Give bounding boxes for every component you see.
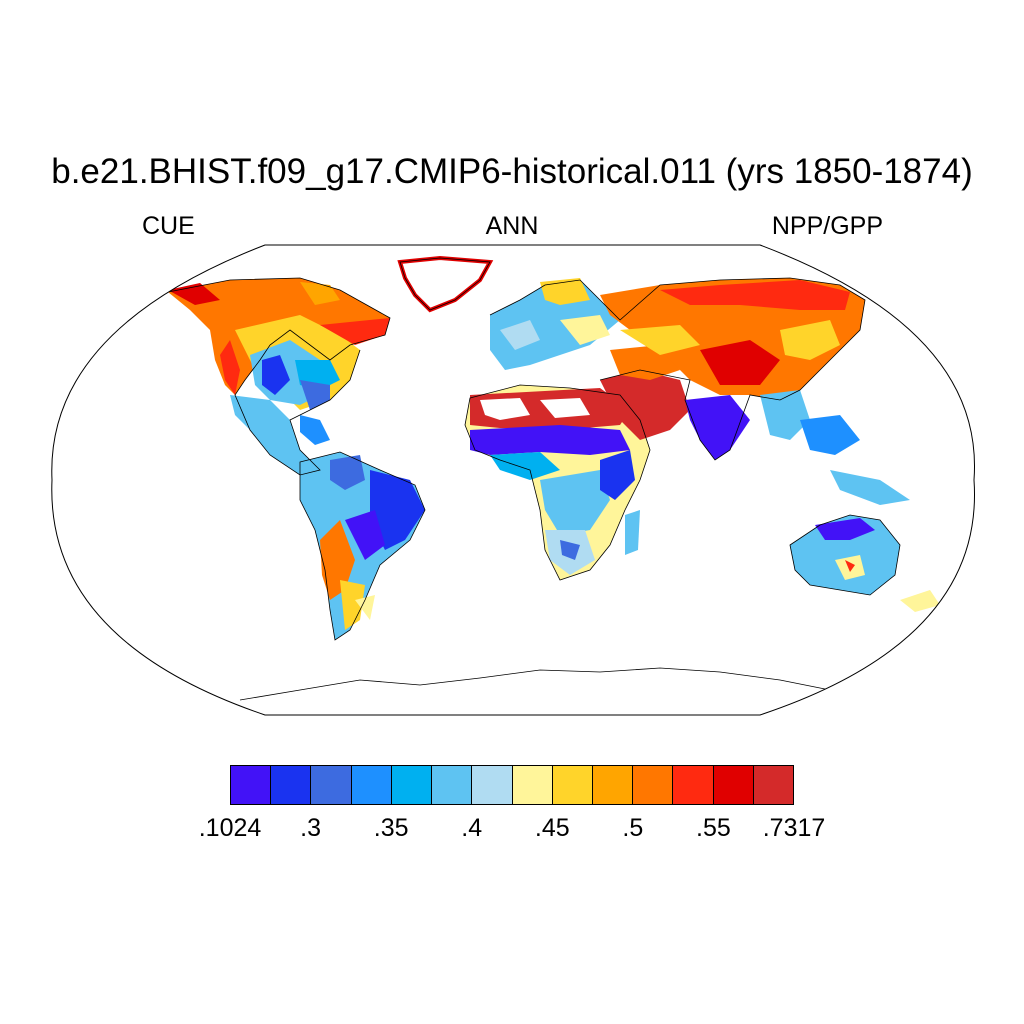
colorbar-label-5: .5 bbox=[622, 814, 644, 842]
left-string: CUE bbox=[142, 212, 195, 240]
right-string: NPP/GPP bbox=[771, 212, 883, 240]
colorbar bbox=[230, 765, 794, 805]
globe-outline bbox=[51, 244, 976, 716]
colorbar-label-6: .55 bbox=[696, 814, 731, 842]
colorbar-labels: .1024 .3 .35 .4 .45 .5 .55 .7317 bbox=[0, 814, 1024, 846]
colorbar-box-8 bbox=[552, 766, 593, 804]
colorbar-box-5 bbox=[432, 766, 473, 804]
colorbar-box-10 bbox=[633, 766, 674, 804]
colorbar-box-4 bbox=[391, 766, 433, 804]
colorbar-label-1: .3 bbox=[300, 814, 321, 842]
colorbar-box-13 bbox=[753, 766, 794, 804]
colorbar-box-0 bbox=[231, 766, 272, 804]
colorbar-box-1 bbox=[271, 766, 312, 804]
colorbar-label-2: .35 bbox=[373, 814, 409, 842]
land-cells bbox=[168, 255, 940, 640]
colorbar-box-9 bbox=[592, 766, 634, 804]
colorbar-box-6 bbox=[472, 766, 513, 804]
colorbar-box-7 bbox=[512, 766, 553, 804]
colorbar-label-7: .7317 bbox=[762, 814, 826, 842]
center-string: ANN bbox=[485, 212, 539, 240]
colorbar-box-3 bbox=[351, 766, 392, 804]
map-title: b.e21.BHIST.f09_g17.CMIP6-historical.011… bbox=[51, 152, 973, 191]
colorbar-box-12 bbox=[713, 766, 754, 804]
colorbar-label-4: .45 bbox=[534, 814, 570, 842]
colorbar-box-2 bbox=[311, 766, 352, 804]
colorbar-label-3: .4 bbox=[461, 814, 483, 842]
colorbar-label-0: .1024 bbox=[198, 814, 262, 842]
colorbar-box-11 bbox=[673, 766, 714, 804]
